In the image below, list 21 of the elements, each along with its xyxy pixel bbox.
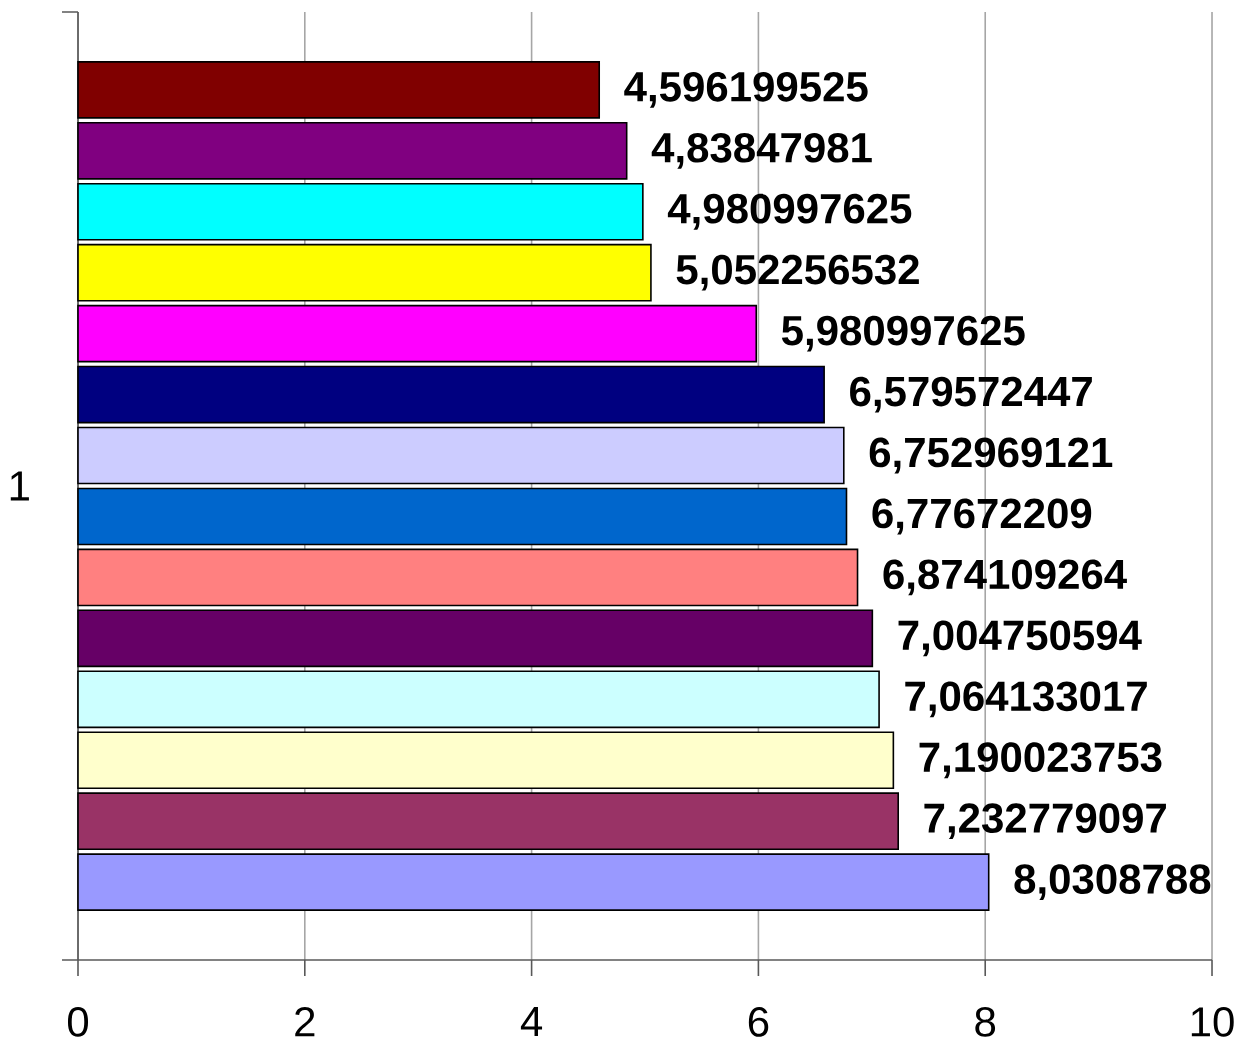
data-label: 8,0308788 [1014, 864, 1211, 901]
data-label: 6,874109264 [883, 559, 1127, 596]
x-tick-label: 10 [1191, 1007, 1234, 1037]
data-label: 6,579572447 [850, 376, 1092, 413]
y-axis-title: 1 [10, 471, 29, 501]
data-label: 4,980997625 [667, 193, 912, 230]
data-label: 7,064133017 [905, 681, 1147, 718]
data-label: 4,83847981 [651, 132, 872, 169]
data-label: 5,980997625 [781, 315, 1025, 352]
x-tick-label: 0 [67, 1007, 89, 1037]
data-label: 7,232779097 [924, 803, 1166, 840]
data-label: 6,752969121 [869, 437, 1113, 474]
x-tick-label: 8 [975, 1007, 996, 1037]
data-label: 7,004750594 [898, 620, 1142, 657]
data-label: 4,596199525 [624, 71, 868, 108]
data-label: 7,190023753 [919, 742, 1162, 779]
x-tick-label: 4 [520, 1007, 543, 1036]
x-tick-label: 2 [295, 1007, 315, 1037]
data-label: 5,052256532 [676, 254, 919, 291]
data-label: 6,77672209 [872, 498, 1092, 535]
x-tick-label: 6 [748, 1007, 769, 1037]
